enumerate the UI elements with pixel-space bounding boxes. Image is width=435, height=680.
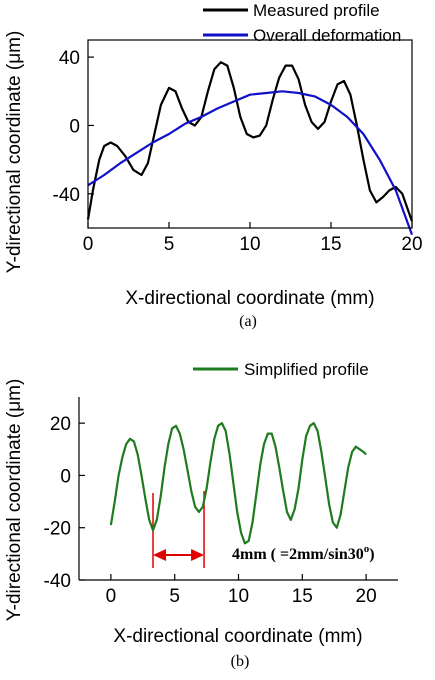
chart-a-y-tick-label: 40 — [59, 48, 80, 69]
chart-a-caption: (a) — [239, 313, 257, 330]
chart-a-series-group — [86, 61, 414, 236]
chart-b-annotation-arrow-head-right — [191, 549, 205, 561]
chart-a-x-ticks: 0 5 10 15 20 — [83, 222, 423, 255]
chart-b-y-ticks: -40 -20 0 20 — [44, 414, 85, 592]
chart-b: Simplified profile 4mm ( =2mm/sin30o) 0 5… — [4, 360, 398, 670]
chart-b-x-ticks: 0 5 10 15 20 — [106, 574, 377, 607]
chart-a-x-tick-label: 20 — [401, 234, 422, 255]
chart-a-y-tick-label: 0 — [69, 116, 80, 137]
chart-a-x-tick-label: 15 — [320, 234, 341, 255]
chart-a-series-line-0 — [86, 61, 414, 222]
chart-a-legend: Measured profile Overall deformation — [203, 1, 401, 45]
chart-b-x-tick-label: 20 — [356, 586, 377, 607]
chart-a-legend-label-measured: Measured profile — [253, 1, 380, 20]
chart-b-x-tick-label: 5 — [169, 586, 180, 607]
chart-a-x-tick-label: 10 — [239, 234, 260, 255]
chart-b-annotation: 4mm ( =2mm/sin30o) — [152, 491, 375, 568]
chart-b-legend: Simplified profile — [193, 360, 369, 379]
chart-b-annotation-arrow-head-left — [153, 549, 167, 561]
chart-a-y-ticks: -40 0 40 — [53, 48, 94, 206]
chart-b-caption: (b) — [231, 653, 250, 670]
chart-b-y-axis-title: Y-directional coordinate (μm) — [4, 379, 25, 622]
chart-a-y-axis-title: Y-directional coordinate (μm) — [4, 31, 25, 274]
chart-b-y-tick-label: -40 — [44, 571, 71, 592]
chart-b-series-group — [109, 422, 367, 545]
chart-b-annotation-label: 4mm ( =2mm/sin30o) — [232, 543, 375, 563]
chart-a-x-tick-label: 0 — [83, 234, 94, 255]
chart-b-y-tick-label: 20 — [50, 414, 71, 435]
chart-b-x-tick-label: 0 — [106, 586, 117, 607]
chart-b-legend-label-simplified: Simplified profile — [244, 360, 369, 379]
chart-b-x-axis-title: X-directional coordinate (mm) — [113, 626, 362, 647]
chart-a-legend-label-overall: Overall deformation — [253, 26, 401, 45]
chart-b-x-tick-label: 10 — [228, 586, 249, 607]
chart-a-series-line-1 — [87, 90, 414, 236]
chart-a-x-tick-label: 5 — [164, 234, 175, 255]
chart-b-y-tick-label: -20 — [44, 519, 71, 540]
chart-b-x-tick-label: 15 — [292, 586, 313, 607]
chart-a-x-axis-title: X-directional coordinate (mm) — [125, 288, 374, 309]
chart-a-y-tick-label: -40 — [53, 185, 80, 206]
chart-b-y-tick-label: 0 — [60, 466, 71, 487]
chart-a: Measured profile Overall deformation 0 5 1… — [4, 1, 423, 330]
chart-b-series-line-0 — [109, 422, 367, 545]
